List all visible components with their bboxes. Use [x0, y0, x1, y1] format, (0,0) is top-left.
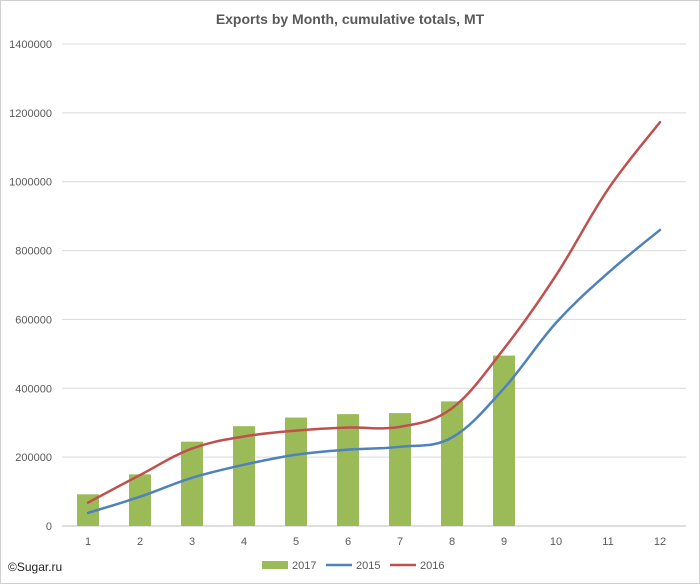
- bar-2017-5: [285, 417, 307, 526]
- y-axis-ticks: 0 200000 400000 600000 800000 1000000 1200000 1…: [9, 39, 52, 533]
- bar-2017-7: [389, 413, 411, 526]
- chart-title: Exports by Month, cumulative totals, MT: [216, 11, 485, 27]
- legend-item-2016: 2016: [390, 560, 444, 572]
- bar-2017-1: [77, 494, 99, 526]
- bar-series: [77, 355, 515, 526]
- y-tick-label: 0: [46, 521, 52, 533]
- bar-2017-2: [129, 474, 151, 526]
- legend-label: 2017: [292, 560, 316, 572]
- x-tick-label: 4: [241, 536, 247, 548]
- x-tick-label: 6: [345, 536, 351, 548]
- y-tick-label: 200000: [15, 452, 52, 464]
- line-series: [86, 120, 662, 515]
- x-tick-label: 2: [137, 536, 143, 548]
- x-tick-label: 10: [550, 536, 562, 548]
- bar-2017-9: [493, 355, 515, 526]
- y-tick-label: 1400000: [9, 39, 52, 51]
- legend: 2017 2015 2016: [262, 560, 444, 572]
- legend-swatch: [262, 561, 288, 569]
- line-series-2016: [86, 120, 662, 504]
- y-tick-label: 1000000: [9, 177, 52, 189]
- legend-label: 2015: [356, 560, 380, 572]
- x-tick-label: 12: [654, 536, 666, 548]
- x-axis-ticks: 1 2 3 4 5 6 7 8 9 10 11 12: [85, 536, 666, 548]
- x-tick-label: 3: [189, 536, 195, 548]
- bar-2017-4: [233, 426, 255, 526]
- legend-item-2015: 2015: [326, 560, 380, 572]
- y-tick-label: 800000: [15, 246, 52, 258]
- x-tick-label: 8: [449, 536, 455, 548]
- gridlines: [62, 43, 686, 527]
- x-tick-label: 9: [501, 536, 507, 548]
- x-tick-label: 11: [602, 536, 613, 548]
- bar-2017-8: [441, 401, 463, 526]
- source-credit: ©Sugar.ru: [8, 560, 63, 574]
- legend-item-2017: 2017: [262, 560, 316, 572]
- bar-2017-6: [337, 414, 359, 526]
- x-tick-label: 1: [85, 536, 91, 548]
- y-tick-label: 1200000: [9, 108, 52, 120]
- y-tick-label: 400000: [15, 383, 52, 395]
- x-tick-label: 5: [293, 536, 299, 548]
- legend-label: 2016: [420, 560, 444, 572]
- line-series-2015: [86, 228, 662, 515]
- y-tick-label: 600000: [15, 314, 52, 326]
- x-tick-label: 7: [397, 536, 403, 548]
- bar-2017-3: [181, 441, 203, 526]
